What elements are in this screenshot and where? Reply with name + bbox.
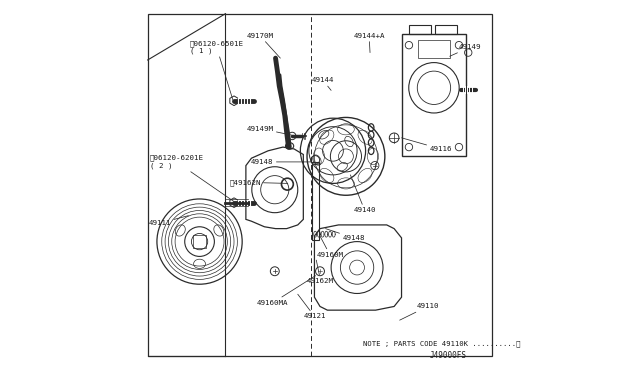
Text: 49121: 49121 bbox=[298, 294, 326, 320]
Text: 49110: 49110 bbox=[400, 304, 439, 320]
Bar bbox=[312, 162, 319, 240]
Text: 49148: 49148 bbox=[326, 229, 365, 241]
Text: Ⓒ06120-6201E
( 2 ): Ⓒ06120-6201E ( 2 ) bbox=[150, 155, 234, 202]
Text: 49144+A: 49144+A bbox=[353, 33, 385, 52]
Text: 49170M: 49170M bbox=[246, 33, 280, 58]
Text: 49149: 49149 bbox=[450, 44, 481, 56]
Text: NOTE ; PARTS CODE 49110K ..........: NOTE ; PARTS CODE 49110K .......... bbox=[363, 340, 516, 346]
Text: Ⓒ06120-6501E
( 1 ): Ⓒ06120-6501E ( 1 ) bbox=[189, 40, 244, 100]
Bar bbox=[435, 25, 457, 34]
Text: 49160MA: 49160MA bbox=[257, 276, 316, 306]
Text: J49000FS: J49000FS bbox=[429, 351, 467, 360]
Text: 49144: 49144 bbox=[312, 77, 334, 90]
Bar bbox=[409, 25, 431, 34]
Text: ⓔ49162N: ⓔ49162N bbox=[229, 179, 288, 186]
Text: ⓐ: ⓐ bbox=[363, 340, 520, 347]
Text: 49162M: 49162M bbox=[307, 260, 334, 283]
Text: 49111: 49111 bbox=[148, 216, 188, 226]
Text: 49140: 49140 bbox=[350, 175, 376, 213]
Bar bbox=[401, 34, 467, 156]
Text: 49149M: 49149M bbox=[246, 126, 292, 135]
Text: 49160M: 49160M bbox=[316, 236, 343, 257]
Text: 49116: 49116 bbox=[401, 138, 452, 152]
Bar bbox=[193, 235, 206, 248]
Bar bbox=[418, 39, 450, 58]
Text: 49148: 49148 bbox=[251, 159, 312, 165]
